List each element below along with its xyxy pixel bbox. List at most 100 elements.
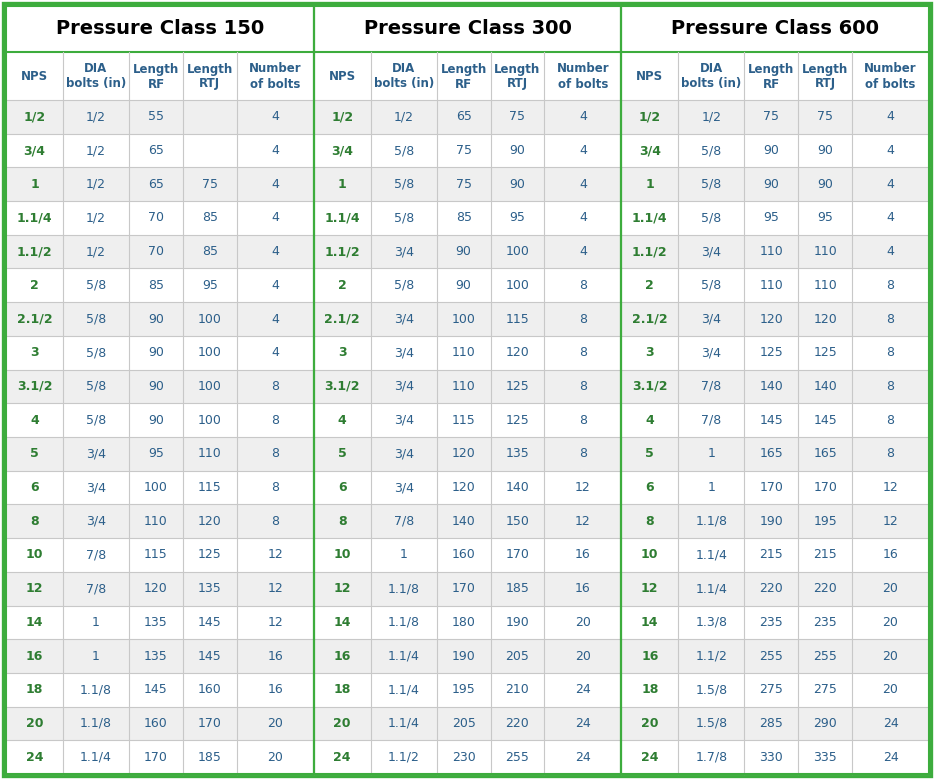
Text: 4: 4 xyxy=(579,110,587,123)
Text: 195: 195 xyxy=(452,683,476,697)
Bar xyxy=(622,235,929,268)
Text: 145: 145 xyxy=(144,683,168,697)
Text: 1.1/8: 1.1/8 xyxy=(388,582,420,595)
Text: 4: 4 xyxy=(579,245,587,258)
Text: DIA: DIA xyxy=(699,62,723,76)
Bar xyxy=(313,168,622,201)
Text: 140: 140 xyxy=(813,380,837,393)
Text: 8: 8 xyxy=(579,346,587,360)
Text: NPS: NPS xyxy=(328,69,355,83)
Text: 1.1/2: 1.1/2 xyxy=(17,245,52,258)
Text: 4: 4 xyxy=(645,413,654,427)
Text: 1.3/8: 1.3/8 xyxy=(696,616,727,629)
Text: 1.5/8: 1.5/8 xyxy=(696,683,727,697)
Text: 3/4: 3/4 xyxy=(701,313,721,325)
Bar xyxy=(622,740,929,774)
Text: 170: 170 xyxy=(452,582,476,595)
Text: 12: 12 xyxy=(267,582,283,595)
Text: 4: 4 xyxy=(271,245,280,258)
Text: 20: 20 xyxy=(883,616,899,629)
Text: 8: 8 xyxy=(271,448,280,460)
Text: Length: Length xyxy=(748,62,795,76)
Text: 110: 110 xyxy=(452,346,476,360)
Text: 55: 55 xyxy=(148,110,164,123)
Text: 14: 14 xyxy=(334,616,351,629)
Text: 1.1/2: 1.1/2 xyxy=(632,245,668,258)
Bar xyxy=(622,52,929,100)
Text: 20: 20 xyxy=(883,683,899,697)
Text: 8: 8 xyxy=(271,515,280,528)
Text: NPS: NPS xyxy=(636,69,663,83)
Text: of bolts: of bolts xyxy=(250,77,300,90)
Text: 75: 75 xyxy=(510,110,525,123)
Text: 100: 100 xyxy=(144,481,168,494)
Text: RTJ: RTJ xyxy=(199,77,221,90)
Bar xyxy=(313,302,622,336)
Text: 3/4: 3/4 xyxy=(394,346,413,360)
Text: 145: 145 xyxy=(198,650,222,662)
Bar xyxy=(313,605,622,639)
Text: 1: 1 xyxy=(338,178,347,191)
Text: Length: Length xyxy=(495,62,540,76)
Text: Pressure Class 600: Pressure Class 600 xyxy=(671,20,879,38)
Text: 110: 110 xyxy=(144,515,168,528)
Text: 24: 24 xyxy=(641,750,658,764)
Text: 10: 10 xyxy=(641,548,658,562)
Text: 8: 8 xyxy=(271,481,280,494)
Text: 110: 110 xyxy=(813,278,837,292)
Text: 115: 115 xyxy=(506,313,529,325)
Text: 5/8: 5/8 xyxy=(394,278,414,292)
Text: 90: 90 xyxy=(148,413,164,427)
Text: bolts (in): bolts (in) xyxy=(682,77,741,90)
Text: 8: 8 xyxy=(886,346,895,360)
Text: 1/2: 1/2 xyxy=(394,110,413,123)
Text: 5/8: 5/8 xyxy=(86,380,106,393)
Text: 24: 24 xyxy=(25,750,43,764)
Text: 125: 125 xyxy=(759,346,784,360)
Text: 1/2: 1/2 xyxy=(331,110,353,123)
Text: 100: 100 xyxy=(198,346,222,360)
Text: 1: 1 xyxy=(92,616,100,629)
Text: 235: 235 xyxy=(759,616,784,629)
Text: 235: 235 xyxy=(813,616,837,629)
Text: 8: 8 xyxy=(886,380,895,393)
Text: 85: 85 xyxy=(202,245,218,258)
Text: 12: 12 xyxy=(575,515,591,528)
Text: 65: 65 xyxy=(148,144,164,157)
Text: 170: 170 xyxy=(506,548,529,562)
Bar xyxy=(313,370,622,403)
Text: 3/4: 3/4 xyxy=(394,245,413,258)
Bar xyxy=(622,639,929,673)
Bar xyxy=(622,538,929,572)
Text: 110: 110 xyxy=(813,245,837,258)
Text: 100: 100 xyxy=(198,380,222,393)
Text: 1.1/4: 1.1/4 xyxy=(696,582,727,595)
Text: 90: 90 xyxy=(817,178,833,191)
Bar xyxy=(622,370,929,403)
Text: 95: 95 xyxy=(148,448,164,460)
Text: Length: Length xyxy=(133,62,180,76)
Text: Length: Length xyxy=(440,62,487,76)
Text: 4: 4 xyxy=(338,413,347,427)
Bar xyxy=(313,505,622,538)
Text: 3: 3 xyxy=(30,346,38,360)
Text: 1.7/8: 1.7/8 xyxy=(696,750,727,764)
Text: 16: 16 xyxy=(575,548,591,562)
Text: 3/4: 3/4 xyxy=(701,346,721,360)
Text: 170: 170 xyxy=(759,481,784,494)
Text: 14: 14 xyxy=(25,616,43,629)
Text: 3/4: 3/4 xyxy=(639,144,661,157)
Text: 5/8: 5/8 xyxy=(701,144,722,157)
Bar xyxy=(622,336,929,370)
Text: 65: 65 xyxy=(455,110,471,123)
Text: 4: 4 xyxy=(886,178,895,191)
Bar xyxy=(622,707,929,740)
Text: 2: 2 xyxy=(338,278,347,292)
Text: 135: 135 xyxy=(144,650,168,662)
Text: 4: 4 xyxy=(886,245,895,258)
Text: 135: 135 xyxy=(198,582,222,595)
Text: 115: 115 xyxy=(452,413,476,427)
Text: 100: 100 xyxy=(198,313,222,325)
Text: 8: 8 xyxy=(579,413,587,427)
Text: 1.5/8: 1.5/8 xyxy=(696,717,727,730)
